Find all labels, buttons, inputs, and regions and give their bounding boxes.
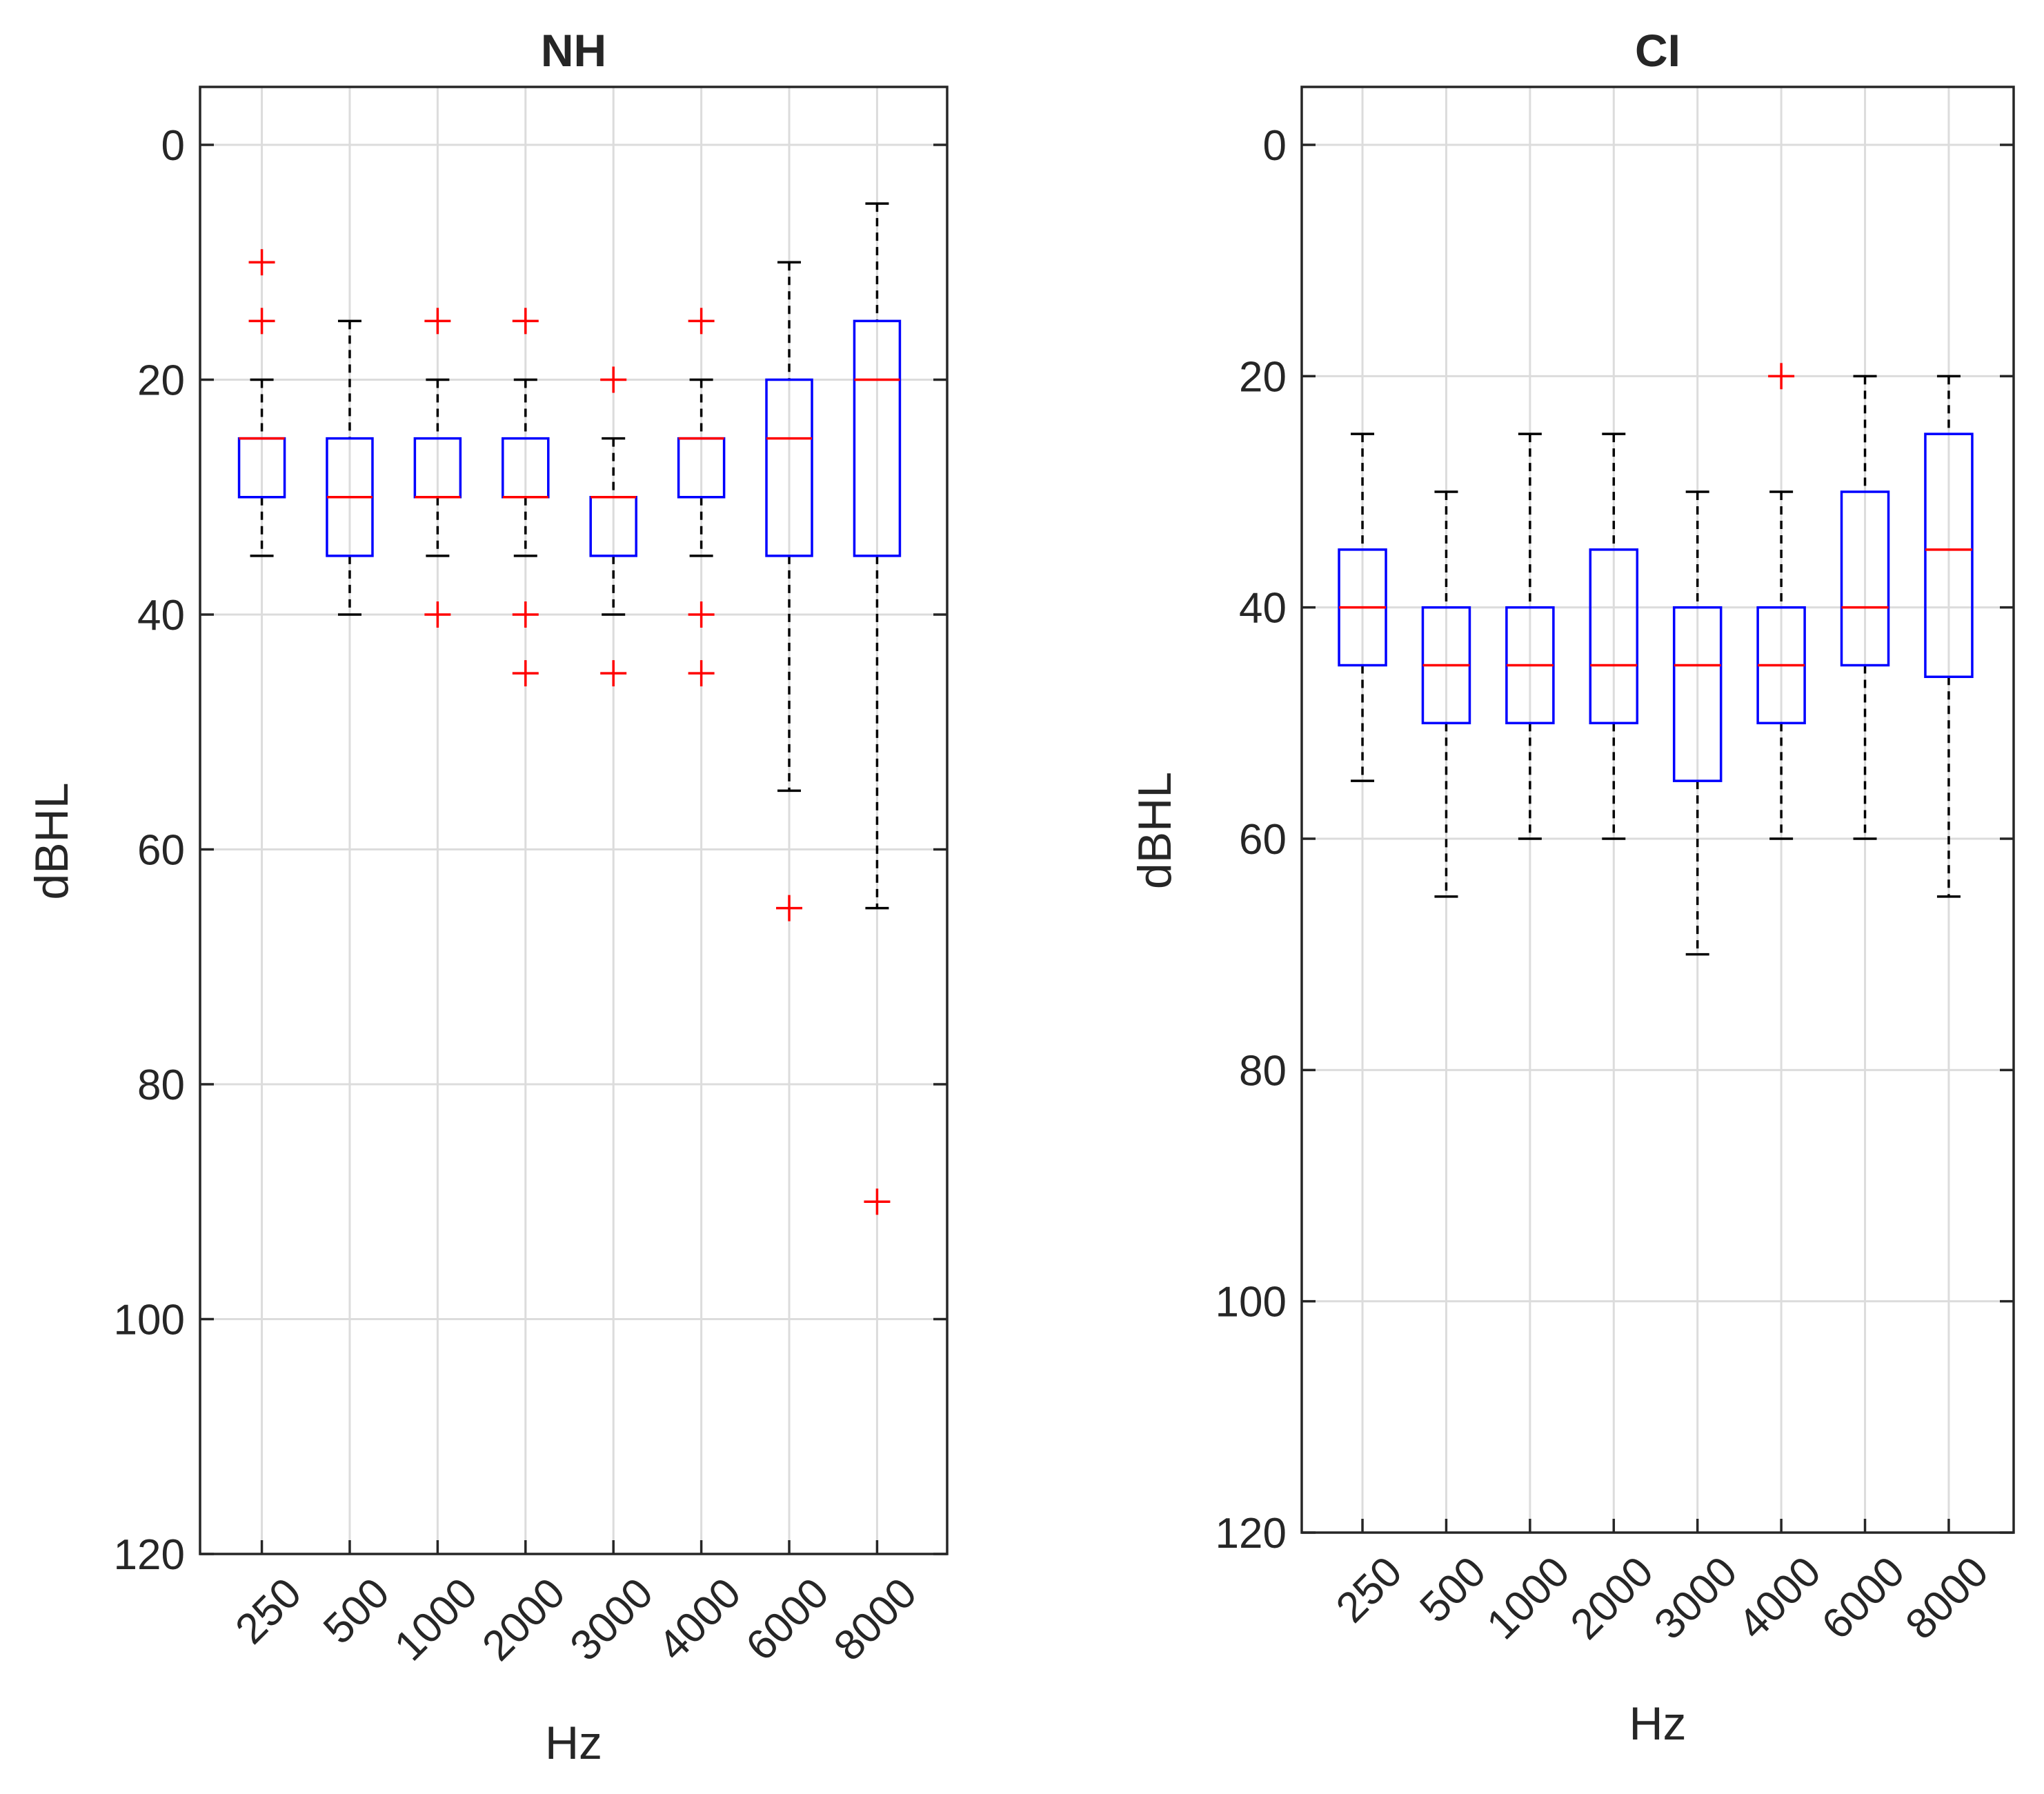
y-tick-label: 20 <box>137 357 185 405</box>
box-500 <box>1421 490 1471 898</box>
box-250 <box>237 249 286 557</box>
y-tick-label: 60 <box>137 827 185 875</box>
panel-nh: 0 20 40 60 80 100 120 250 5001000200030004000600… <box>26 25 949 1769</box>
y-tick-label: 0 <box>1263 122 1287 170</box>
chart-title: CI <box>1635 25 1680 76</box>
x-tick-label: 3000 <box>1645 1548 1746 1648</box>
y-tick-label: 60 <box>1239 816 1287 864</box>
axes-frame <box>1300 86 2015 1534</box>
box-body <box>1589 548 1639 725</box>
x-tick-label: 6000 <box>1813 1548 1914 1648</box>
box-250 <box>1338 432 1387 782</box>
box-1000 <box>413 308 462 628</box>
x-tick-label: 6000 <box>737 1569 837 1670</box>
y-tick-label: 120 <box>114 1531 185 1579</box>
chart-title: NH <box>541 25 606 76</box>
box-8000 <box>853 202 902 1215</box>
outlier-marker <box>600 660 627 687</box>
y-tick-label: 120 <box>1216 1510 1287 1557</box>
outlier-marker <box>864 1188 891 1215</box>
x-tick-label: 2000 <box>473 1569 574 1670</box>
y-tick-label: 20 <box>1239 353 1287 401</box>
outlier-marker <box>512 601 539 628</box>
y-tick-label: 40 <box>137 592 185 639</box>
x-tick-label: 1000 <box>386 1569 486 1670</box>
y-tick-label: 80 <box>137 1062 185 1109</box>
box-body <box>1672 606 1723 782</box>
box-body <box>1924 432 1974 679</box>
outlier-marker <box>1768 363 1795 390</box>
outlier-marker <box>512 660 539 687</box>
y-tick-label: 0 <box>161 122 185 170</box>
x-tick-label: 8000 <box>1896 1548 1997 1648</box>
box-4000 <box>1756 363 1806 840</box>
x-tick-label: 250 <box>226 1569 310 1653</box>
y-tick-label: 40 <box>1239 585 1287 632</box>
box-500 <box>326 319 374 616</box>
axes-frame <box>199 86 949 1555</box>
y-axis-label: dBHL <box>26 782 78 899</box>
box-body <box>853 319 902 557</box>
box-1000 <box>1505 432 1555 840</box>
x-tick-label: 4000 <box>649 1569 750 1670</box>
y-tick-label: 100 <box>114 1297 185 1344</box>
y-tick-label: 100 <box>1216 1279 1287 1326</box>
box-4000 <box>677 308 726 687</box>
box-6000 <box>765 261 813 921</box>
box-body <box>1840 490 1890 667</box>
x-tick-label: 3000 <box>562 1569 662 1670</box>
outlier-marker <box>424 601 451 628</box>
x-tick-label: 4000 <box>1729 1548 1830 1648</box>
box-6000 <box>1840 375 1890 840</box>
y-tick-label: 80 <box>1239 1047 1287 1095</box>
outlier-marker <box>512 308 539 335</box>
x-tick-label: 2000 <box>1562 1548 1663 1648</box>
box-2000 <box>502 308 550 687</box>
x-tick-label: 500 <box>315 1569 399 1653</box>
box-2000 <box>1589 432 1639 840</box>
x-tick-label: 250 <box>1327 1548 1411 1632</box>
outlier-marker <box>776 895 803 921</box>
outlier-marker <box>688 660 715 687</box>
outlier-marker <box>248 308 275 335</box>
x-tick-label: 1000 <box>1478 1548 1578 1648</box>
box-8000 <box>1924 375 1974 898</box>
outlier-marker <box>248 249 275 276</box>
outlier-marker <box>600 366 627 393</box>
x-axis-label: Hz <box>545 1717 602 1769</box>
x-axis-label: Hz <box>1629 1697 1686 1750</box>
x-tick-label: 8000 <box>825 1569 926 1670</box>
box-3000 <box>589 366 637 687</box>
outlier-marker <box>424 308 451 335</box>
outlier-marker <box>688 308 715 335</box>
y-axis-label: dBHL <box>1129 772 1181 889</box>
box-body <box>765 378 813 557</box>
outlier-marker <box>688 601 715 628</box>
box-3000 <box>1672 490 1723 956</box>
